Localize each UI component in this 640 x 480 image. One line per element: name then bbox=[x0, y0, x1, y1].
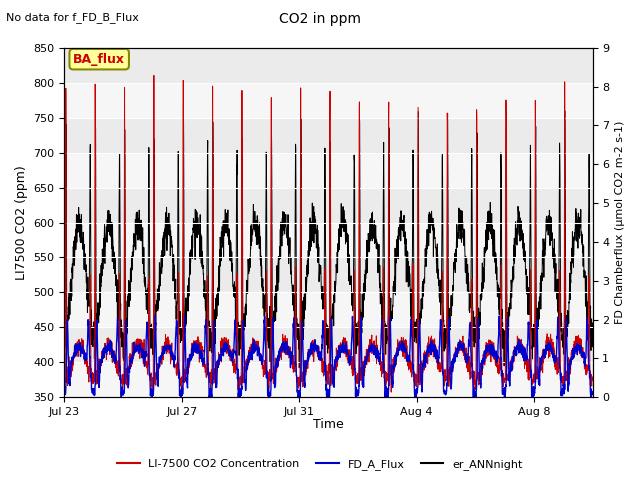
Y-axis label: FD Chamberflux (μmol CO2 m-2 s-1): FD Chamberflux (μmol CO2 m-2 s-1) bbox=[615, 121, 625, 324]
Bar bbox=[65, 292, 593, 327]
Bar bbox=[65, 153, 593, 188]
Text: BA_flux: BA_flux bbox=[73, 53, 125, 66]
Text: CO2 in ppm: CO2 in ppm bbox=[279, 12, 361, 26]
Y-axis label: LI7500 CO2 (ppm): LI7500 CO2 (ppm) bbox=[15, 165, 28, 280]
X-axis label: Time: Time bbox=[313, 419, 344, 432]
Bar bbox=[65, 83, 593, 118]
Legend: LI-7500 CO2 Concentration, FD_A_Flux, er_ANNnight: LI-7500 CO2 Concentration, FD_A_Flux, er… bbox=[113, 455, 527, 474]
Bar bbox=[65, 362, 593, 397]
Text: No data for f_FD_B_Flux: No data for f_FD_B_Flux bbox=[6, 12, 140, 23]
Bar bbox=[65, 223, 593, 257]
